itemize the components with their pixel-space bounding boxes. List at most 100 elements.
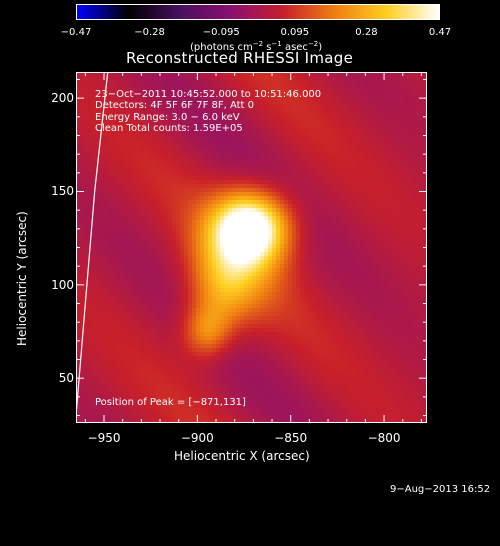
heatmap-cell [80,260,85,265]
heatmap-cell [128,288,133,293]
heatmap-cell [100,144,105,149]
heatmap-cell [228,200,233,205]
heatmap-cell [264,236,269,241]
heatmap-cell [412,108,417,113]
heatmap-cell [160,176,165,181]
heatmap-cell [368,256,373,261]
heatmap-cell [280,76,285,81]
heatmap-cell [272,136,277,141]
heatmap-cell [388,180,393,185]
heatmap-cell [200,252,205,257]
heatmap-cell [396,200,401,205]
heatmap-cell [276,132,281,137]
heatmap-cell [228,280,233,285]
heatmap-cell [276,76,281,81]
heatmap-cell [116,280,121,285]
heatmap-cell [164,152,169,157]
heatmap-cell [268,172,273,177]
heatmap-cell [280,224,285,229]
heatmap-cell [340,124,345,129]
heatmap-cell [284,196,289,201]
heatmap-cell [252,284,257,289]
heatmap-cell [112,216,117,221]
heatmap-cell [328,228,333,233]
heatmap-cell [308,156,313,161]
heatmap-cell [288,240,293,245]
heatmap-cell [352,192,357,197]
heatmap-cell [216,156,221,161]
heatmap-cell [208,292,213,297]
heatmap-cell [256,244,261,249]
heatmap-cell [104,284,109,289]
heatmap-cell [224,148,229,153]
heatmap-cell [380,200,385,205]
heatmap-cell [200,200,205,205]
heatmap-cell [164,80,169,85]
heatmap-cell [140,248,145,253]
heatmap-cell [356,204,361,209]
heatmap-cell [164,288,169,293]
heatmap-cell [376,124,381,129]
heatmap-cell [212,80,217,85]
heatmap-cell [296,232,301,237]
heatmap-cell [104,272,109,277]
heatmap-cell [240,160,245,165]
heatmap-cell [180,244,185,249]
heatmap-cell [352,132,357,137]
heatmap-cell [176,84,181,89]
heatmap-cell [372,204,377,209]
heatmap-cell [144,80,149,85]
heatmap-cell [336,88,341,93]
heatmap-cell [164,216,169,221]
heatmap-cell [316,248,321,253]
heatmap-cell [192,140,197,145]
heatmap-cell [128,280,133,285]
heatmap-cell [244,128,249,133]
heatmap-cell [368,156,373,161]
heatmap-cell [328,84,333,89]
heatmap-cell [184,172,189,177]
heatmap-cell [400,132,405,137]
heatmap-cell [324,268,329,273]
heatmap-cell [412,260,417,265]
heatmap-cell [344,216,349,221]
heatmap-cell [208,240,213,245]
heatmap-cell [308,288,313,293]
heatmap-cell [180,296,185,301]
heatmap-cell [388,232,393,237]
heatmap-cell [292,192,297,197]
heatmap-cell [208,268,213,273]
heatmap-cell [332,220,337,225]
heatmap-cell [144,76,149,81]
heatmap-cell [404,124,409,129]
heatmap-cell [220,216,225,221]
heatmap-cell [184,76,189,81]
heatmap-cell [284,204,289,209]
heatmap-cell [252,80,257,85]
heatmap-cell [244,144,249,149]
heatmap-cell [372,120,377,125]
heatmap-cell [256,152,261,157]
heatmap-cell [408,128,413,133]
heatmap-cell [276,152,281,157]
heatmap-cell [124,176,129,181]
heatmap-cell [256,116,261,121]
heatmap-cell [200,208,205,213]
heatmap-cell [416,280,421,285]
heatmap-cell [180,164,185,169]
heatmap-cell [348,80,353,85]
heatmap-cell [176,260,181,265]
heatmap-cell [152,140,157,145]
heatmap-cell [376,104,381,109]
heatmap-cell [392,140,397,145]
heatmap-cell [264,200,269,205]
heatmap-cell [260,152,265,157]
heatmap-cell [80,256,85,261]
heatmap-cell [360,288,365,293]
heatmap-cell [232,244,237,249]
heatmap-cell [120,216,125,221]
heatmap-cell [320,204,325,209]
heatmap-cell [328,108,333,113]
heatmap-cell [104,220,109,225]
heatmap-cell [188,148,193,153]
